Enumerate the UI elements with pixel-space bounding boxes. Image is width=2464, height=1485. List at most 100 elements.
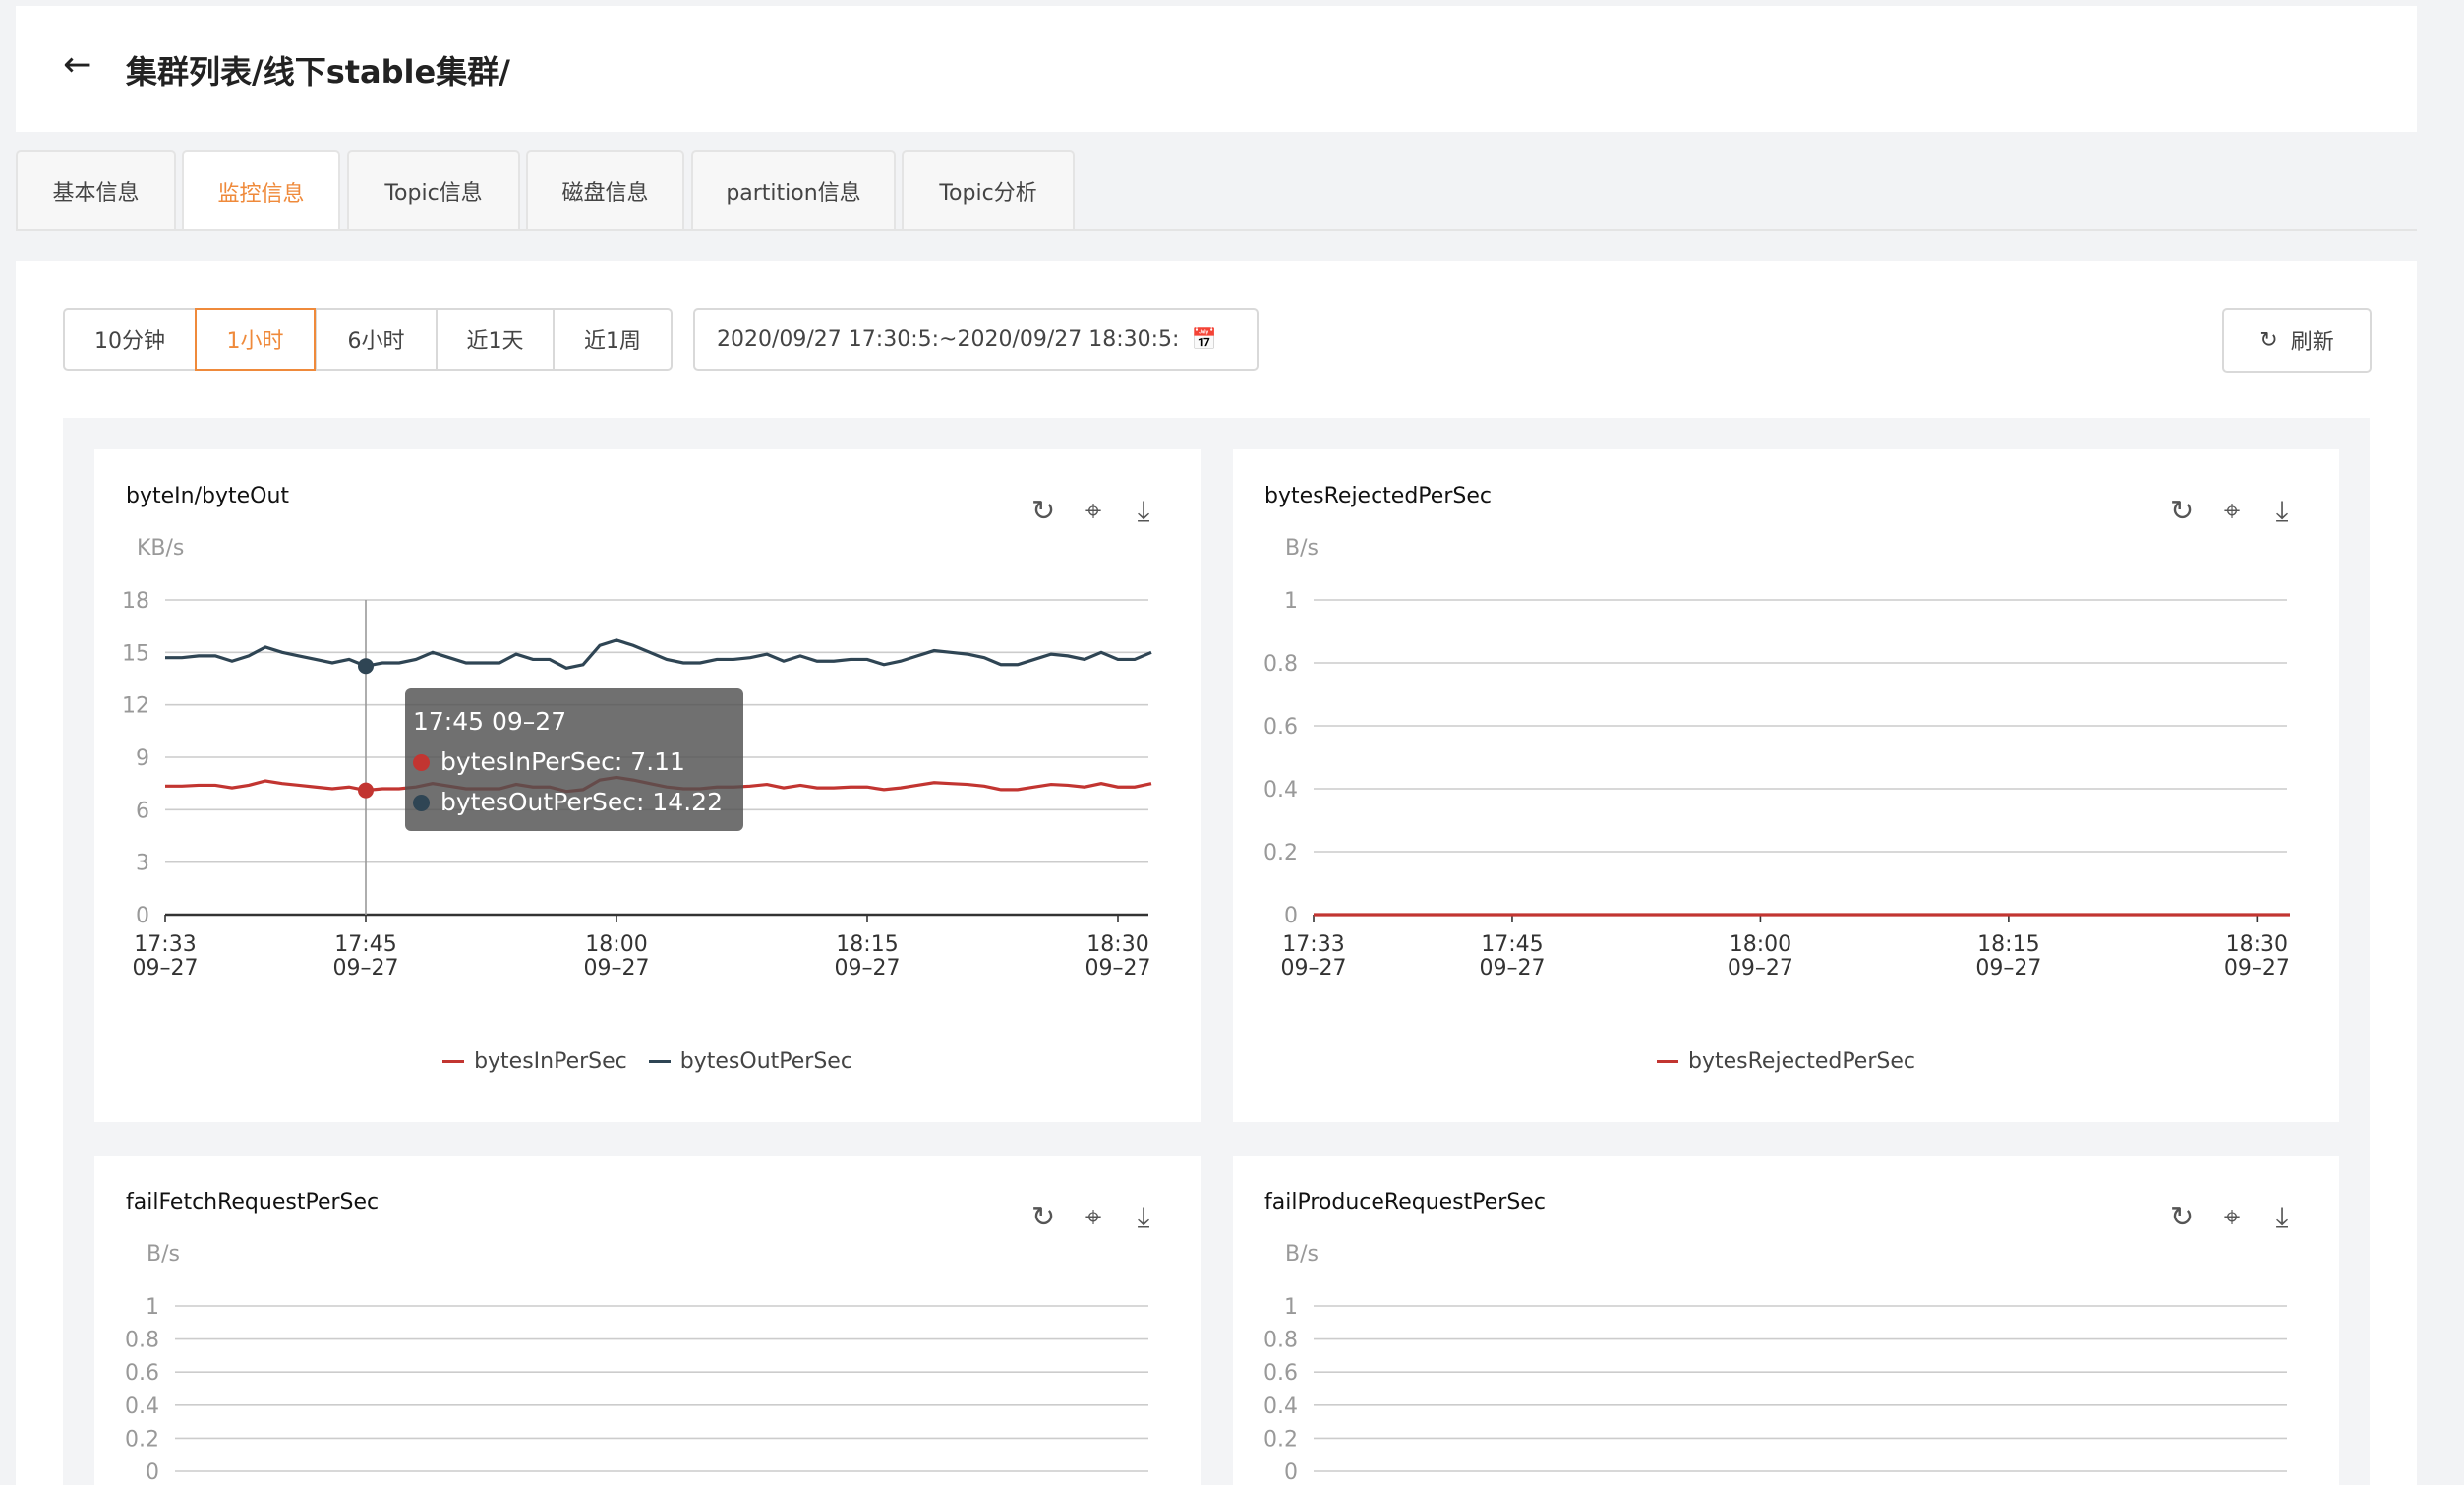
y-tick-label: 3 bbox=[136, 852, 149, 876]
chart-svg: 0 0.2 0.4 0.6 0.8 1 bbox=[1263, 1295, 2287, 1485]
refresh-icon[interactable]: ↻ bbox=[1030, 1200, 1056, 1233]
legend-item[interactable]: bytesOutPerSec bbox=[648, 1049, 852, 1074]
y-tick-label: 1 bbox=[146, 1295, 159, 1320]
y-tick-label: 0 bbox=[1284, 904, 1298, 928]
download-icon[interactable]: ⤓ bbox=[1137, 494, 1150, 527]
x-tick-label: 17:33 bbox=[134, 932, 196, 957]
hover-point bbox=[358, 658, 374, 675]
x-tick-date: 09–27 bbox=[133, 956, 199, 980]
legend-swatch bbox=[442, 1060, 465, 1063]
y-tick-label: 6 bbox=[136, 799, 149, 823]
x-tick-date: 09–27 bbox=[835, 956, 901, 980]
fullscreen-icon[interactable]: ⌖ bbox=[1085, 494, 1102, 527]
download-icon[interactable]: ⤓ bbox=[2275, 494, 2289, 527]
y-tick-label: 0 bbox=[146, 1460, 159, 1485]
arrow-left-icon[interactable]: ← bbox=[63, 45, 92, 85]
refresh-icon[interactable]: ↻ bbox=[2169, 1200, 2195, 1233]
tab-disk-info[interactable]: 磁盘信息 bbox=[526, 150, 684, 229]
chart-toolbar: ↻ ⌖ ⤓ bbox=[1027, 494, 1159, 528]
chart-svg: 00.20.40.60.8117:3309–2717:4509–2718:000… bbox=[1263, 589, 2290, 980]
download-icon[interactable]: ⤓ bbox=[1137, 1200, 1150, 1233]
x-tick-date: 09–27 bbox=[1281, 956, 1347, 980]
range-1week-button[interactable]: 近1周 bbox=[553, 308, 673, 371]
x-tick-date: 09–27 bbox=[333, 956, 399, 980]
tab-basic-info[interactable]: 基本信息 bbox=[16, 150, 176, 229]
tab-topic-info[interactable]: Topic信息 bbox=[347, 150, 520, 229]
y-tick-label: 0.6 bbox=[1263, 715, 1298, 740]
refresh-icon[interactable]: ↻ bbox=[1030, 494, 1056, 527]
legend-label: bytesInPerSec bbox=[474, 1049, 627, 1074]
chart-tooltip: 17:45 09–27 bytesInPerSec: 7.11 bytesOutPe… bbox=[405, 688, 743, 831]
y-axis-unit: B/s bbox=[147, 1242, 180, 1267]
x-tick-label: 17:45 bbox=[1481, 932, 1543, 957]
fullscreen-icon[interactable]: ⌖ bbox=[2223, 494, 2241, 527]
refresh-icon[interactable]: ↻ bbox=[2169, 494, 2195, 527]
tab-label: partition信息 bbox=[726, 181, 861, 206]
x-tick-label: 18:30 bbox=[2226, 932, 2288, 957]
x-tick-date: 09–27 bbox=[1085, 956, 1151, 980]
x-tick-date: 09–27 bbox=[584, 956, 650, 980]
page-header: ← 集群列表/线下stable集群/ bbox=[16, 6, 2417, 132]
tab-label: 监控信息 bbox=[217, 182, 305, 207]
date-end: 2020/09/27 18:30:5: bbox=[957, 327, 1180, 352]
x-tick-label: 18:15 bbox=[836, 932, 898, 957]
tab-monitoring[interactable]: 监控信息 bbox=[182, 150, 340, 231]
y-tick-label: 0.4 bbox=[1263, 1395, 1298, 1419]
range-10min-button[interactable]: 10分钟 bbox=[63, 308, 197, 371]
tooltip-title: 17:45 09–27 bbox=[413, 707, 567, 736]
legend-swatch bbox=[648, 1060, 671, 1063]
y-tick-label: 0.2 bbox=[1263, 841, 1298, 865]
y-tick-label: 0.2 bbox=[1263, 1427, 1298, 1452]
x-tick-label: 18:00 bbox=[1730, 932, 1791, 957]
date-range-picker[interactable]: 2020/09/27 17:30:5: ~2020/09/27 18:30:5: … bbox=[693, 308, 1259, 371]
chart-card: failFetchRequestPerSec ↻ ⌖ ⤓ B/s 0 0.2 0.4 0.6 0.… bbox=[94, 1156, 1201, 1485]
fullscreen-icon[interactable]: ⌖ bbox=[1085, 1200, 1102, 1233]
refresh-label: 刷新 bbox=[2290, 330, 2334, 355]
chart-title: failFetchRequestPerSec bbox=[126, 1190, 380, 1215]
y-tick-label: 0 bbox=[1284, 1460, 1298, 1485]
page-title: 集群列表/线下stable集群/ bbox=[126, 53, 510, 90]
range-1day-button[interactable]: 近1天 bbox=[436, 308, 555, 371]
y-tick-label: 12 bbox=[122, 694, 149, 719]
legend-label: bytesOutPerSec bbox=[679, 1049, 852, 1074]
legend-item[interactable]: bytesRejectedPerSec bbox=[1657, 1049, 1915, 1074]
x-tick-date: 09–27 bbox=[1728, 956, 1793, 980]
x-tick-label: 17:45 bbox=[334, 932, 396, 957]
chart-card: bytesRejectedPerSec ↻ ⌖ ⤓ B/s 0 0.2 0.4 0.6 0.8 1 1… bbox=[1233, 449, 2339, 1122]
range-6h-button[interactable]: 6小时 bbox=[315, 308, 438, 371]
y-tick-label: 0.6 bbox=[125, 1361, 159, 1386]
tooltip-value: bytesOutPerSec: 14.22 bbox=[440, 788, 723, 816]
series-line-bytesOutPerSec bbox=[165, 638, 1152, 671]
fullscreen-icon[interactable]: ⌖ bbox=[2223, 1200, 2241, 1233]
range-1h-button[interactable]: 1小时 bbox=[195, 308, 316, 371]
y-tick-label: 1 bbox=[1284, 1295, 1298, 1320]
calendar-icon: 📅 bbox=[1191, 327, 1217, 351]
date-separator: ~ bbox=[939, 327, 958, 352]
x-tick-date: 09–27 bbox=[1479, 956, 1545, 980]
x-tick-label: 18:30 bbox=[1086, 932, 1148, 957]
y-tick-label: 1 bbox=[1284, 589, 1298, 614]
y-tick-label: 9 bbox=[136, 746, 149, 771]
chart-title: bytesRejectedPerSec bbox=[1264, 484, 1492, 508]
series-dot bbox=[413, 795, 430, 811]
tab-label: 磁盘信息 bbox=[561, 181, 649, 206]
chart-toolbar: ↻ ⌖ ⤓ bbox=[1027, 1200, 1159, 1234]
y-tick-label: 0.8 bbox=[125, 1329, 159, 1353]
y-tick-label: 15 bbox=[122, 641, 149, 666]
tab-topic-analysis[interactable]: Topic分析 bbox=[902, 150, 1075, 229]
tooltip-value: bytesInPerSec: 7.11 bbox=[440, 747, 685, 776]
tab-divider bbox=[16, 229, 2417, 231]
chart-legend: bytesInPerSec bytesOutPerSec bbox=[94, 1049, 1201, 1074]
tooltip-row: bytesOutPerSec: 14.22 bbox=[413, 782, 735, 822]
y-axis-unit: B/s bbox=[1285, 536, 1319, 561]
y-axis-unit: KB/s bbox=[137, 536, 185, 561]
tab-label: 基本信息 bbox=[52, 181, 140, 206]
tab-partition-info[interactable]: partition信息 bbox=[691, 150, 896, 229]
download-icon[interactable]: ⤓ bbox=[2275, 1200, 2289, 1233]
chart-card: byteIn/byteOut ↻ ⌖ ⤓ KB/s 0 3 6 9 12 15 18 17:33 09–2… bbox=[94, 449, 1201, 1122]
refresh-button[interactable]: ↻ 刷新 bbox=[2222, 308, 2372, 373]
chart-toolbar: ↻ ⌖ ⤓ bbox=[2166, 1200, 2298, 1234]
y-axis-unit: B/s bbox=[1285, 1242, 1319, 1267]
legend-item[interactable]: bytesInPerSec bbox=[442, 1049, 627, 1074]
y-tick-label: 0.2 bbox=[125, 1427, 159, 1452]
